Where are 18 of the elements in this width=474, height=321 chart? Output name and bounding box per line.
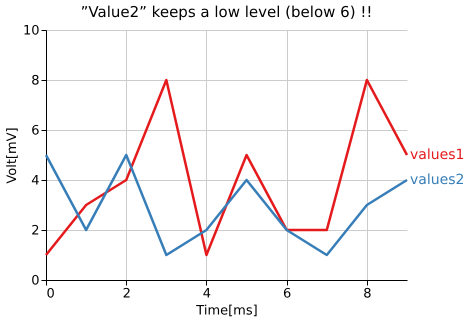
y-tick-label: 8 <box>31 74 40 88</box>
y-tick-label: 0 <box>31 274 40 288</box>
x-tick-label: 4 <box>202 286 212 302</box>
line-series <box>44 78 408 256</box>
x-tick-label: 6 <box>283 286 292 302</box>
line-series <box>44 154 408 256</box>
x-tick-label: 2 <box>122 286 131 302</box>
y-tick-label: 4 <box>31 174 40 188</box>
y-axis-title: Volt[mV] <box>4 127 20 184</box>
x-tick-label: 8 <box>363 286 372 302</box>
x-axis-title: Time[ms] <box>195 304 258 318</box>
x-tick-label: 0 <box>46 286 55 302</box>
y-tick-label: 2 <box>31 224 40 238</box>
y-tick-label: 6 <box>31 124 40 138</box>
y-tick-label: 10 <box>22 24 40 38</box>
series-label: values2 <box>410 172 464 188</box>
series-label: values1 <box>410 147 464 163</box>
chart-title: ”Value2” keeps a low level (below 6) !! <box>80 3 372 21</box>
